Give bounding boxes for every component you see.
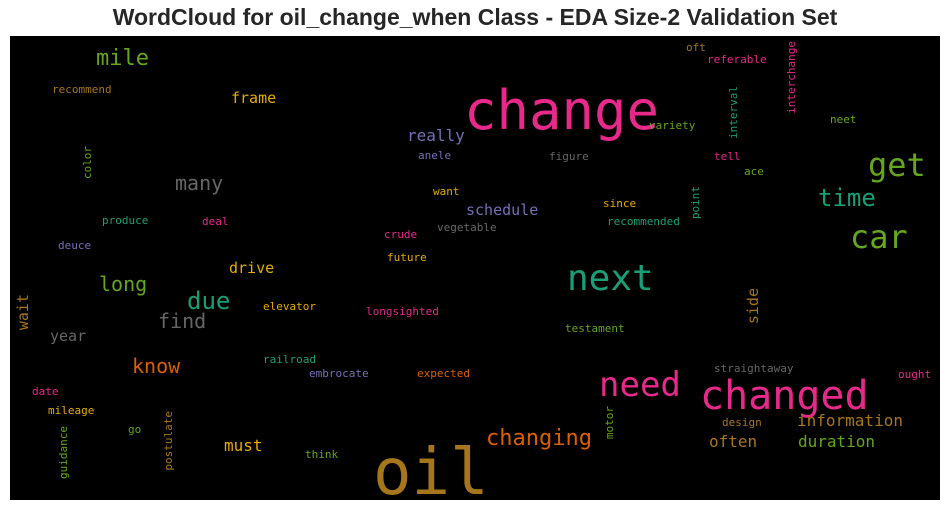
word-information: information (797, 411, 903, 430)
word-recommended: recommended (607, 215, 680, 228)
word-expected: expected (417, 367, 470, 380)
word-vegetable: vegetable (437, 221, 497, 234)
word-color: color (81, 146, 94, 180)
word-drive: drive (229, 259, 275, 277)
word-ace: ace (744, 165, 764, 178)
word-changed: changed (700, 373, 869, 419)
word-elevator: elevator (263, 300, 316, 313)
word-tell: tell (714, 150, 741, 163)
word-side: side (744, 288, 762, 325)
word-interval: interval (727, 86, 740, 139)
word-wait: wait (14, 294, 32, 331)
word-variety: variety (649, 119, 696, 132)
word-neet: neet (830, 113, 857, 126)
word-guidance: guidance (57, 426, 70, 479)
word-oft: oft (686, 41, 706, 54)
word-duration: duration (798, 432, 876, 451)
word-must: must (224, 436, 263, 455)
word-deal: deal (202, 215, 229, 228)
word-since: since (603, 197, 637, 210)
word-often: often (709, 432, 758, 451)
word-schedule: schedule (466, 201, 539, 219)
word-ought: ought (898, 368, 932, 381)
word-future: future (387, 251, 427, 264)
word-anele: anele (418, 149, 452, 162)
word-railroad: railroad (263, 353, 316, 366)
word-find: find (158, 309, 207, 333)
word-think: think (305, 448, 339, 461)
word-long: long (99, 272, 148, 296)
word-change: change (464, 79, 660, 142)
word-produce: produce (102, 214, 149, 227)
word-need: need (599, 365, 681, 405)
word-really: really (407, 126, 465, 145)
word-mileage: mileage (48, 404, 95, 417)
word-time: time (818, 184, 876, 212)
word-straightaway: straightaway (714, 362, 794, 375)
word-due: due (187, 287, 231, 315)
wordcloud-canvas: oil change changed next need get car changing ti… (10, 36, 940, 500)
word-recommend: recommend (52, 83, 112, 96)
word-interchange: interchange (785, 41, 798, 114)
word-oil: oil (373, 436, 489, 500)
word-want: want (433, 185, 460, 198)
word-postulate: postulate (162, 411, 175, 471)
word-know: know (132, 354, 181, 378)
word-motor: motor (603, 406, 616, 440)
word-longsighted: longsighted (366, 305, 439, 318)
word-many: many (175, 171, 224, 195)
word-testament: testament (565, 322, 625, 335)
word-design: design (722, 416, 762, 429)
word-crude: crude (384, 228, 418, 241)
word-get: get (868, 146, 926, 184)
word-point: point (689, 186, 702, 220)
chart-title: WordCloud for oil_change_when Class - ED… (112, 4, 838, 30)
word-referable: referable (707, 53, 767, 66)
word-mile: mile (96, 46, 149, 71)
word-deuce: deuce (58, 239, 92, 252)
word-car: car (850, 218, 908, 256)
word-figure: figure (549, 150, 589, 163)
word-frame: frame (231, 89, 277, 107)
word-year: year (50, 327, 87, 345)
word-embrocate: embrocate (309, 367, 369, 380)
word-go: go (128, 423, 142, 436)
word-changing: changing (486, 426, 592, 451)
word-date: date (32, 385, 59, 398)
word-next: next (567, 258, 654, 299)
